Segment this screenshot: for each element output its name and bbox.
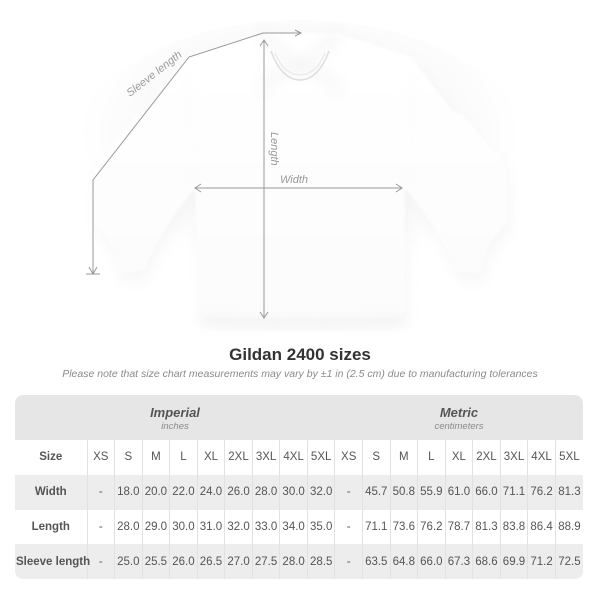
svg-text:Length: Length <box>268 132 280 166</box>
svg-text:Width: Width <box>280 174 308 186</box>
